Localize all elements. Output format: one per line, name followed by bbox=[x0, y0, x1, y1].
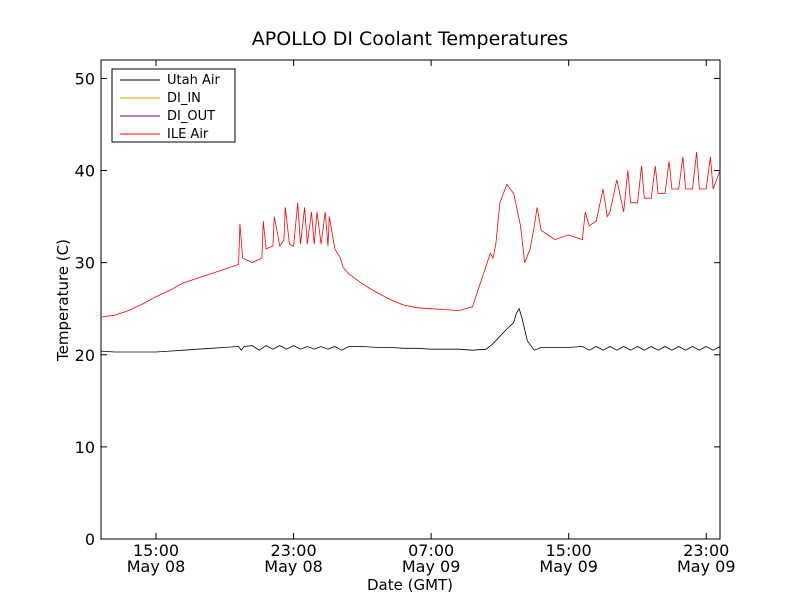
legend: Utah Air DI_IN DI_OUT ILE Air bbox=[111, 68, 236, 143]
x-tick-label-date: May 08 bbox=[127, 557, 186, 576]
y-tick-label: 10 bbox=[75, 438, 95, 457]
legend-label-ile-air: ILE Air bbox=[167, 127, 209, 142]
legend-label-di-in: DI_IN bbox=[167, 91, 201, 106]
x-tick-label-time: 23:00 bbox=[271, 541, 317, 560]
x-tick-label-time: 15:00 bbox=[133, 541, 179, 560]
series-lines bbox=[100, 152, 721, 353]
legend-label-di-out: DI_OUT bbox=[167, 109, 215, 124]
x-tick-label-time: 15:00 bbox=[546, 541, 592, 560]
x-tick-label-date: May 09 bbox=[677, 557, 736, 576]
x-tick-label-date: May 09 bbox=[402, 557, 461, 576]
chart-title: APOLLO DI Coolant Temperatures bbox=[252, 28, 568, 50]
series-line-utah-air bbox=[100, 307, 721, 353]
y-axis: 0 10 20 30 40 50 bbox=[75, 69, 720, 549]
legend-box bbox=[111, 68, 236, 143]
y-tick-label: 50 bbox=[75, 69, 95, 88]
y-tick-label: 20 bbox=[75, 346, 95, 365]
y-tick-label: 40 bbox=[75, 162, 95, 181]
x-axis-label: Date (GMT) bbox=[367, 576, 453, 594]
y-tick-label: 0 bbox=[85, 530, 95, 549]
y-axis-label: Temperature (C) bbox=[54, 239, 72, 362]
series-line-ile-air bbox=[100, 152, 721, 318]
x-tick-label-date: May 08 bbox=[264, 557, 323, 576]
x-tick-label-time: 07:00 bbox=[408, 541, 454, 560]
y-tick-label: 30 bbox=[75, 254, 95, 273]
x-tick-label-date: May 09 bbox=[539, 557, 598, 576]
legend-label-utah-air: Utah Air bbox=[167, 73, 220, 88]
x-tick-label-time: 23:00 bbox=[683, 541, 729, 560]
